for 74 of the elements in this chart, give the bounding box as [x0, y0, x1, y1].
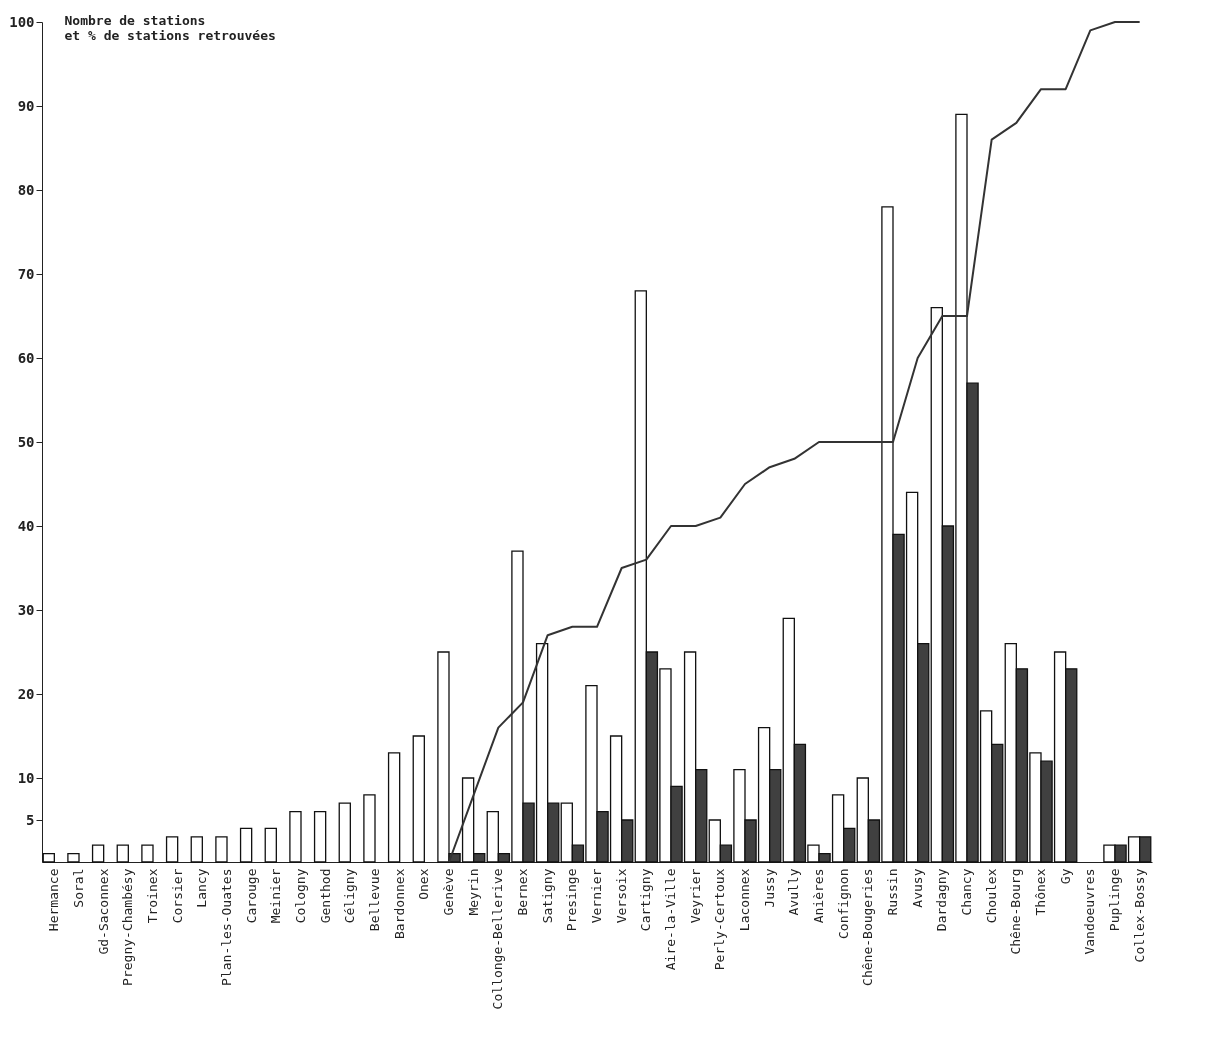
y-tick-label: 40	[17, 517, 35, 534]
x-tick-label: Satigny	[539, 868, 555, 924]
bar	[42, 852, 55, 863]
y-tick-label: 20	[17, 685, 35, 702]
x-tick-label: Avusy	[909, 868, 925, 908]
bar	[412, 735, 425, 863]
x-tick-label: Gd-Saconnex	[95, 868, 111, 955]
x-tick-label: Vernier	[589, 868, 604, 924]
bar	[363, 794, 376, 863]
x-tick-label: Bardonnex	[391, 868, 407, 939]
x-tick-label: Gy	[1057, 868, 1073, 885]
x-tick-label: Aire-la-Ville	[663, 868, 678, 971]
y-tick-label: 80	[17, 181, 35, 198]
bar	[264, 827, 277, 863]
x-tick-label: Collex-Bossy	[1131, 868, 1147, 963]
x-tick-label: Corsier	[169, 868, 185, 924]
x-tick-label: Onex	[416, 868, 432, 900]
x-tick-label: Puplinge	[1107, 868, 1122, 932]
y-tick-label: 10	[17, 769, 35, 786]
x-tick-label: Thônex	[1033, 868, 1048, 916]
x-tick-label: Cologny	[293, 868, 308, 924]
x-tick-label: Perly-Certoux	[712, 868, 728, 971]
x-tick-label: Bernex	[515, 868, 530, 916]
bar	[387, 752, 401, 863]
y-tick-label: 50	[17, 433, 35, 450]
line-series	[448, 21, 1141, 863]
bar	[313, 810, 327, 863]
y-axis-title: Nombre de stations et % de stations retrouvées	[64, 12, 276, 43]
y-tick-label: 100	[9, 13, 35, 30]
x-tick-label: Chêne-Bougeries	[860, 868, 876, 986]
x-tick-label: Céligny	[342, 868, 358, 924]
x-tick-label: Choulex	[983, 868, 999, 924]
x-tick-label: Genthod	[317, 868, 333, 924]
y-tick-label: 5	[26, 811, 35, 828]
bar	[338, 802, 351, 863]
x-tick-label: Lancy	[194, 868, 210, 908]
x-tick-label: Collonge-Bellerive	[490, 868, 506, 1010]
x-tick-label: Avully	[786, 868, 802, 916]
y-tick-label: 90	[17, 97, 35, 114]
x-tick-label: Confignon	[835, 868, 851, 939]
bar	[289, 810, 302, 863]
x-tick-label: Anières	[811, 868, 826, 924]
y-tick-label: 70	[17, 265, 35, 282]
x-tick-label: Meyrin	[465, 868, 481, 916]
x-tick-label: Russin	[885, 868, 900, 916]
x-tick-label: Bellevue	[367, 868, 382, 932]
x-tick-label: Chancy	[959, 868, 974, 916]
bar	[116, 844, 129, 863]
bar	[67, 852, 80, 863]
x-tick-label: Presinge	[564, 868, 580, 932]
x-tick-label: Laconnex	[737, 868, 752, 932]
y-tick-label: 60	[17, 349, 35, 366]
x-tick-label: Meinier	[268, 868, 284, 924]
bar	[215, 836, 228, 863]
x-tick-label: Cartigny	[638, 868, 654, 932]
x-tick-label: Vandoeuvres	[1082, 868, 1098, 955]
x-tick-label: Carouge	[243, 868, 259, 924]
bar	[91, 844, 105, 863]
bar	[165, 836, 179, 863]
x-tick-label: Versoix	[613, 868, 629, 924]
bar	[190, 836, 203, 863]
x-tick-label: Pregny-Chambésy	[120, 868, 136, 986]
x-tick-label: Troinex	[145, 868, 160, 924]
x-tick-label: Jussy	[761, 868, 777, 908]
x-tick-label: Dardagny	[934, 868, 950, 932]
x-tick-label: Soral	[71, 868, 86, 908]
y-tick-label: 30	[17, 601, 35, 618]
x-tick-label: Genève	[441, 868, 456, 916]
bar	[141, 844, 154, 863]
x-tick-label: Hermance	[46, 868, 62, 932]
x-tick-label: Chêne-Bourg	[1008, 868, 1024, 955]
x-tick-label: Plan-les-Ouates	[219, 868, 234, 986]
x-tick-label: Veyrier	[687, 868, 703, 924]
bar	[239, 827, 253, 863]
